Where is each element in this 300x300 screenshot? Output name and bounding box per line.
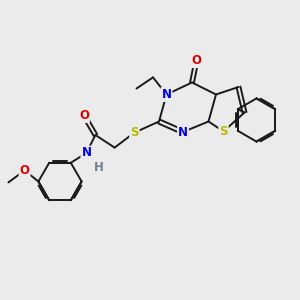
Text: N: N <box>161 88 172 101</box>
Text: O: O <box>191 54 202 67</box>
Text: H: H <box>94 161 103 174</box>
Text: S: S <box>219 125 228 138</box>
Text: N: N <box>81 146 92 160</box>
Text: O: O <box>79 109 89 122</box>
Text: S: S <box>130 126 139 139</box>
Text: N: N <box>178 125 188 139</box>
Text: O: O <box>20 164 30 177</box>
